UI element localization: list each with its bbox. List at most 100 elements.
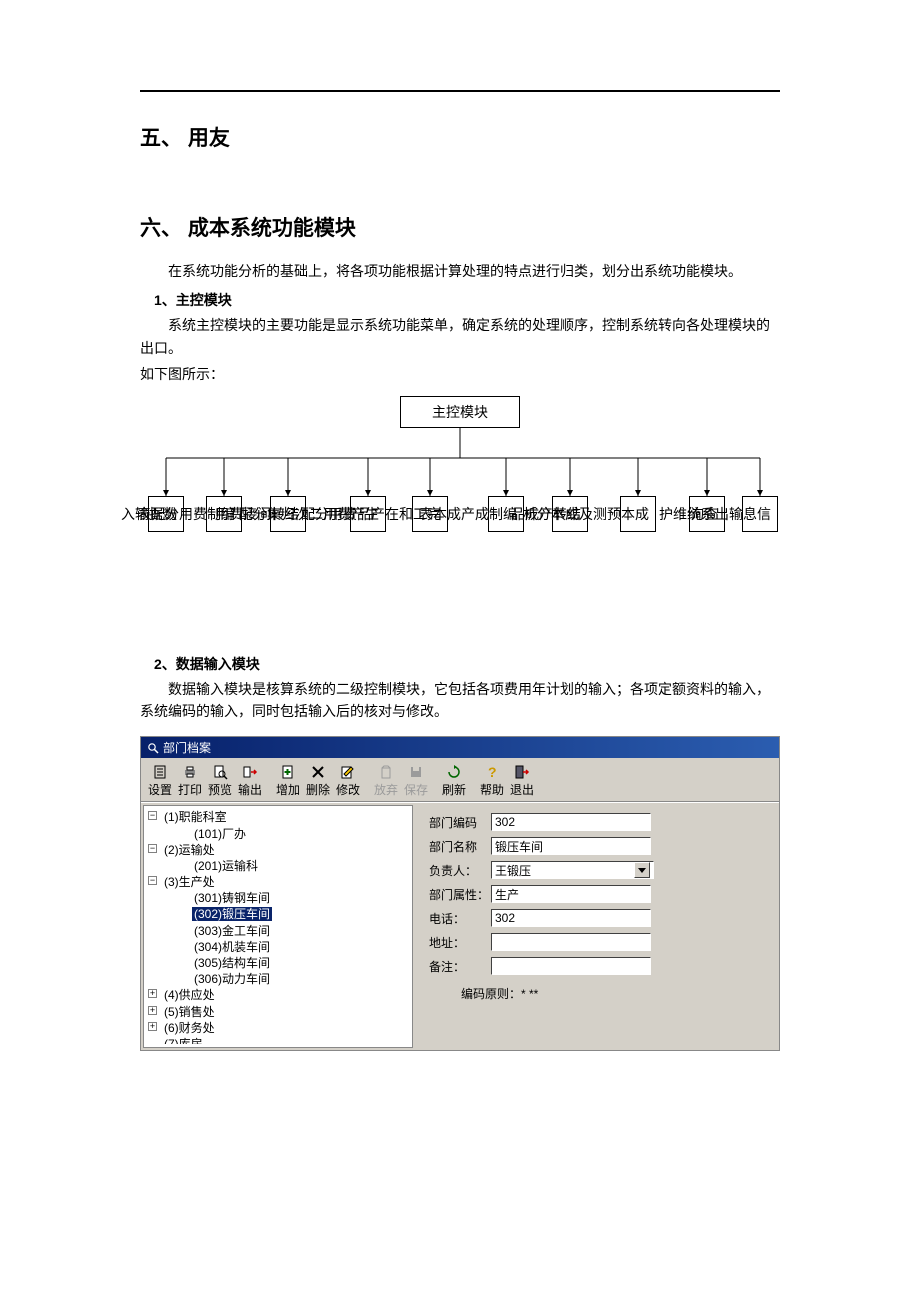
tree-node[interactable]: (305)结构车间 xyxy=(178,955,408,971)
expand-icon[interactable]: + xyxy=(148,989,157,998)
toolbar-export-button[interactable]: 输出 xyxy=(235,760,265,799)
magnifier-icon xyxy=(147,742,159,754)
toolbar-label: 帮助 xyxy=(478,781,506,798)
input-dept-code[interactable] xyxy=(491,813,651,831)
collapse-icon[interactable]: − xyxy=(148,844,157,853)
input-phone[interactable] xyxy=(491,909,651,927)
para-l1-body: 系统主控模块的主要功能是显示系统功能菜单，确定系统的处理顺序，控制系统转向各处理… xyxy=(140,314,780,359)
tree-node-label: (4)供应处 xyxy=(162,988,217,1002)
tree-node[interactable]: + (6)财务处 xyxy=(148,1020,408,1036)
para-l1-see: 如下图所示： xyxy=(140,363,780,385)
save-icon xyxy=(402,763,430,781)
input-dept-name[interactable] xyxy=(491,837,651,855)
tree-node-label: (3)生产处 xyxy=(162,875,217,889)
tree-node-label: (303)金工车间 xyxy=(192,924,272,938)
toolbar: 设置打印预览输出增加删除修改放弃保存刷新?帮助退出 xyxy=(141,758,779,802)
tree: −(1)职能科室(101)厂办−(2)运输处(201)运输科−(3)生产处(30… xyxy=(148,809,408,1044)
tree-node[interactable]: (201)运输科 xyxy=(178,858,408,874)
tree-node[interactable]: (101)厂办 xyxy=(178,826,408,842)
tree-node-label: (304)机装车间 xyxy=(192,940,272,954)
settings-icon xyxy=(146,763,174,781)
flow-root: 主控模块 xyxy=(400,396,520,429)
input-memo[interactable] xyxy=(491,957,651,975)
toolbar-label: 刷新 xyxy=(440,781,468,798)
label-dept-code: 部门编码 xyxy=(429,814,491,831)
tree-node-label: (201)运输科 xyxy=(192,859,260,873)
flow-leaf-9: 信息输出系统维护 xyxy=(742,496,778,533)
tree-node-label: (306)动力车间 xyxy=(192,972,272,986)
tree-node-label: (1)职能科室 xyxy=(162,810,229,824)
export-icon xyxy=(236,763,264,781)
input-addr[interactable] xyxy=(491,933,651,951)
refresh-icon xyxy=(440,763,468,781)
tree-node[interactable]: (303)金工车间 xyxy=(178,923,408,939)
para-l1-title: 1、主控模块 xyxy=(154,290,780,310)
toolbar-label: 输出 xyxy=(236,781,264,798)
toolbar-settings-button[interactable]: 设置 xyxy=(145,760,175,799)
tree-pane[interactable]: −(1)职能科室(101)厂办−(2)运输处(201)运输科−(3)生产处(30… xyxy=(143,805,413,1048)
toolbar-delete-button[interactable]: 删除 xyxy=(303,760,333,799)
toolbar-help-button[interactable]: ?帮助 xyxy=(477,760,507,799)
flowchart: 主控模块 数据输入编制费用分配表结转间接费用生产费用二次归集分配完工和在产品费用… xyxy=(140,396,780,646)
manager-dropdown-button[interactable] xyxy=(634,862,650,878)
toolbar-label: 预览 xyxy=(206,781,234,798)
tree-node[interactable]: −(3)生产处(301)铸钢车间(302)锻压车间 (303)金工车间 (304)机… xyxy=(148,874,408,987)
label-dept-name: 部门名称 xyxy=(429,838,491,855)
tree-node[interactable]: (302)锻压车间 xyxy=(178,906,408,922)
expand-icon[interactable]: + xyxy=(148,1006,157,1015)
tree-node[interactable]: (301)铸钢车间 xyxy=(178,890,408,906)
tree-node-label: (2)运输处 xyxy=(162,843,217,857)
toolbar-discard-button: 放弃 xyxy=(371,760,401,799)
encoding-rule-note: 编码原则：* ** xyxy=(461,985,769,1002)
toolbar-label: 退出 xyxy=(508,781,536,798)
tree-node[interactable]: (304)机装车间 xyxy=(178,939,408,955)
exit-icon xyxy=(508,763,536,781)
tree-node[interactable]: + (4)供应处 xyxy=(148,987,408,1003)
tree-node[interactable]: −(1)职能科室 (101)厂办 xyxy=(148,809,408,841)
tree-node[interactable]: −(2)运输处 (201)运输科 xyxy=(148,842,408,874)
tree-node[interactable]: (306)动力车间 xyxy=(178,971,408,987)
tree-node-label: (302)锻压车间 xyxy=(192,907,272,921)
edit-icon xyxy=(334,763,362,781)
tree-node-label: (305)结构车间 xyxy=(192,956,272,970)
app-title-text: 部门档案 xyxy=(163,739,211,756)
flow-leaf-7: 成本预测及成本分析 xyxy=(620,496,656,533)
toolbar-save-button: 保存 xyxy=(401,760,431,799)
app-window: 部门档案 设置打印预览输出增加删除修改放弃保存刷新?帮助退出 −(1)职能科室(… xyxy=(140,736,780,1051)
help-icon: ? xyxy=(478,763,506,781)
toolbar-label: 删除 xyxy=(304,781,332,798)
heading-six: 六、 成本系统功能模块 xyxy=(140,212,780,242)
preview-icon xyxy=(206,763,234,781)
toolbar-preview-button[interactable]: 预览 xyxy=(205,760,235,799)
tree-node-label: (7)库房 xyxy=(162,1037,205,1044)
form-pane: 部门编码 部门名称 负责人： xyxy=(415,803,779,1050)
tree-node-label: (5)销售处 xyxy=(162,1005,217,1019)
toolbar-label: 修改 xyxy=(334,781,362,798)
para-intro6: 在系统功能分析的基础上，将各项功能根据计算处理的特点进行归类，划分出系统功能模块… xyxy=(140,260,780,282)
add-icon xyxy=(274,763,302,781)
input-manager[interactable] xyxy=(491,861,654,879)
toolbar-label: 增加 xyxy=(274,781,302,798)
app-body: −(1)职能科室(101)厂办−(2)运输处(201)运输科−(3)生产处(30… xyxy=(141,802,779,1050)
toolbar-add-button[interactable]: 增加 xyxy=(273,760,303,799)
toolbar-edit-button[interactable]: 修改 xyxy=(333,760,363,799)
toolbar-refresh-button[interactable]: 刷新 xyxy=(439,760,469,799)
print-icon xyxy=(176,763,204,781)
tree-node[interactable]: (7)库房 xyxy=(148,1036,408,1044)
toolbar-label: 保存 xyxy=(402,781,430,798)
tree-node[interactable]: + (5)销售处 xyxy=(148,1004,408,1020)
heading-five: 五、 用友 xyxy=(140,122,780,152)
toolbar-label: 放弃 xyxy=(372,781,400,798)
para-l2-title: 2、数据输入模块 xyxy=(154,654,780,674)
input-attr[interactable] xyxy=(491,885,651,903)
discard-icon xyxy=(372,763,400,781)
expand-icon[interactable]: + xyxy=(148,1022,157,1031)
toolbar-label: 设置 xyxy=(146,781,174,798)
toolbar-print-button[interactable]: 打印 xyxy=(175,760,205,799)
para-l2-body: 数据输入模块是核算系统的二级控制模块，它包括各项费用年计划的输入；各项定额资料的… xyxy=(140,678,780,723)
collapse-icon[interactable]: − xyxy=(148,876,157,885)
toolbar-exit-button[interactable]: 退出 xyxy=(507,760,537,799)
tree-node-label: (6)财务处 xyxy=(162,1021,217,1035)
collapse-icon[interactable]: − xyxy=(148,811,157,820)
top-rule xyxy=(140,90,780,92)
